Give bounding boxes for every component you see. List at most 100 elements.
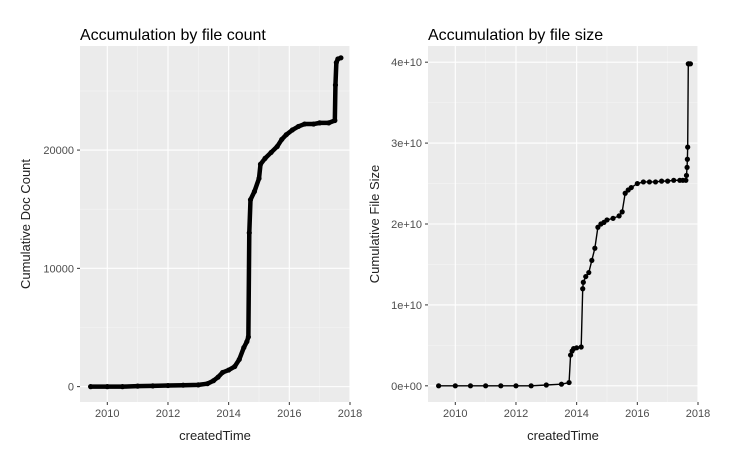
data-point <box>574 345 580 351</box>
x-tick-label: 2014 <box>216 408 240 420</box>
data-point <box>528 383 534 389</box>
x-tick-label: 2012 <box>504 408 528 420</box>
data-point <box>640 179 646 185</box>
chart-title: Accumulation by file count <box>80 27 266 44</box>
data-point <box>326 120 332 126</box>
data-point <box>685 144 691 150</box>
data-point <box>498 383 504 389</box>
y-tick-label: 20000 <box>43 145 74 157</box>
data-point <box>578 344 584 350</box>
data-point <box>580 279 586 285</box>
data-point <box>467 383 474 389</box>
data-point <box>279 136 285 143</box>
y-tick-label: 4e+10 <box>391 57 422 69</box>
chart-title: Accumulation by file size <box>428 27 603 44</box>
data-point <box>683 177 689 183</box>
data-point <box>317 120 323 126</box>
x-tick-label: 2010 <box>95 408 119 420</box>
data-point <box>232 363 238 370</box>
data-point <box>180 382 186 388</box>
x-tick-label: 2012 <box>156 408 180 420</box>
x-tick-label: 2016 <box>625 408 649 420</box>
y-axis-title: Cumulative Doc Count <box>18 159 33 289</box>
data-point <box>436 383 442 389</box>
data-point <box>268 149 274 156</box>
x-tick-label: 2010 <box>443 408 467 420</box>
data-point <box>558 381 565 387</box>
data-point <box>251 188 258 195</box>
data-point <box>659 178 665 184</box>
data-point <box>165 382 171 389</box>
data-point <box>589 257 595 264</box>
data-point <box>247 197 254 203</box>
y-axis-title: Cumulative File Size <box>367 165 382 284</box>
data-point <box>566 379 572 386</box>
data-point <box>119 384 126 390</box>
data-point <box>150 383 156 389</box>
data-point <box>283 132 289 138</box>
data-point <box>543 382 549 388</box>
y-tick-label: 0 <box>68 382 74 394</box>
y-tick-label: 2e+10 <box>391 219 422 231</box>
data-point <box>262 155 268 161</box>
data-point <box>684 164 690 170</box>
data-point <box>634 180 640 187</box>
chart-file-size: 2010 2012 2014 2016 2018 0e+00 1e+10 2e+10 3e+10… <box>367 27 710 443</box>
data-point <box>646 179 653 185</box>
data-point <box>452 383 458 389</box>
plot-panel <box>80 46 350 402</box>
data-point <box>274 143 280 150</box>
data-point <box>257 161 264 167</box>
data-point <box>567 352 574 358</box>
data-point <box>226 367 232 373</box>
data-point <box>88 384 94 390</box>
data-point <box>671 177 677 183</box>
x-tick-label: 2016 <box>277 408 301 420</box>
data-point <box>338 55 344 61</box>
data-point <box>616 213 622 219</box>
data-point <box>241 344 247 351</box>
data-point <box>684 156 690 162</box>
y-tick-label: 1e+10 <box>391 300 422 312</box>
data-point <box>246 230 252 236</box>
data-point <box>610 215 616 221</box>
data-point <box>683 172 690 179</box>
x-tick-label: 2018 <box>686 408 710 420</box>
x-axis-title: createdTime <box>179 428 251 443</box>
data-point <box>204 381 211 387</box>
data-point <box>513 383 519 389</box>
data-point <box>295 123 302 130</box>
data-point <box>195 382 201 388</box>
data-point <box>583 273 589 280</box>
data-point <box>332 82 339 88</box>
data-point <box>604 217 610 223</box>
data-point <box>244 339 250 345</box>
data-point <box>135 383 141 389</box>
y-tick-label: 0e+00 <box>391 381 422 393</box>
data-point <box>580 286 586 292</box>
data-point <box>628 184 634 191</box>
data-point <box>210 378 217 384</box>
data-point <box>586 269 592 276</box>
data-point <box>311 121 317 127</box>
x-axis-title: createdTime <box>527 428 599 443</box>
data-point <box>483 383 489 389</box>
x-tick-label: 2018 <box>338 408 362 420</box>
data-point <box>619 209 625 215</box>
data-point <box>104 384 110 390</box>
data-point <box>215 374 221 380</box>
data-point <box>665 178 671 184</box>
data-point <box>332 117 338 124</box>
data-point <box>219 369 226 376</box>
data-point <box>256 175 262 182</box>
y-tick-label: 3e+10 <box>391 138 422 150</box>
data-point <box>301 121 308 127</box>
chart-file-count: 2010 2012 2014 2016 2018 0 10000 20000 Accumulat… <box>18 27 362 443</box>
x-tick-label: 2014 <box>564 408 588 420</box>
data-point <box>652 179 659 185</box>
data-point <box>289 127 295 133</box>
data-point <box>687 61 694 67</box>
data-point <box>245 334 251 340</box>
